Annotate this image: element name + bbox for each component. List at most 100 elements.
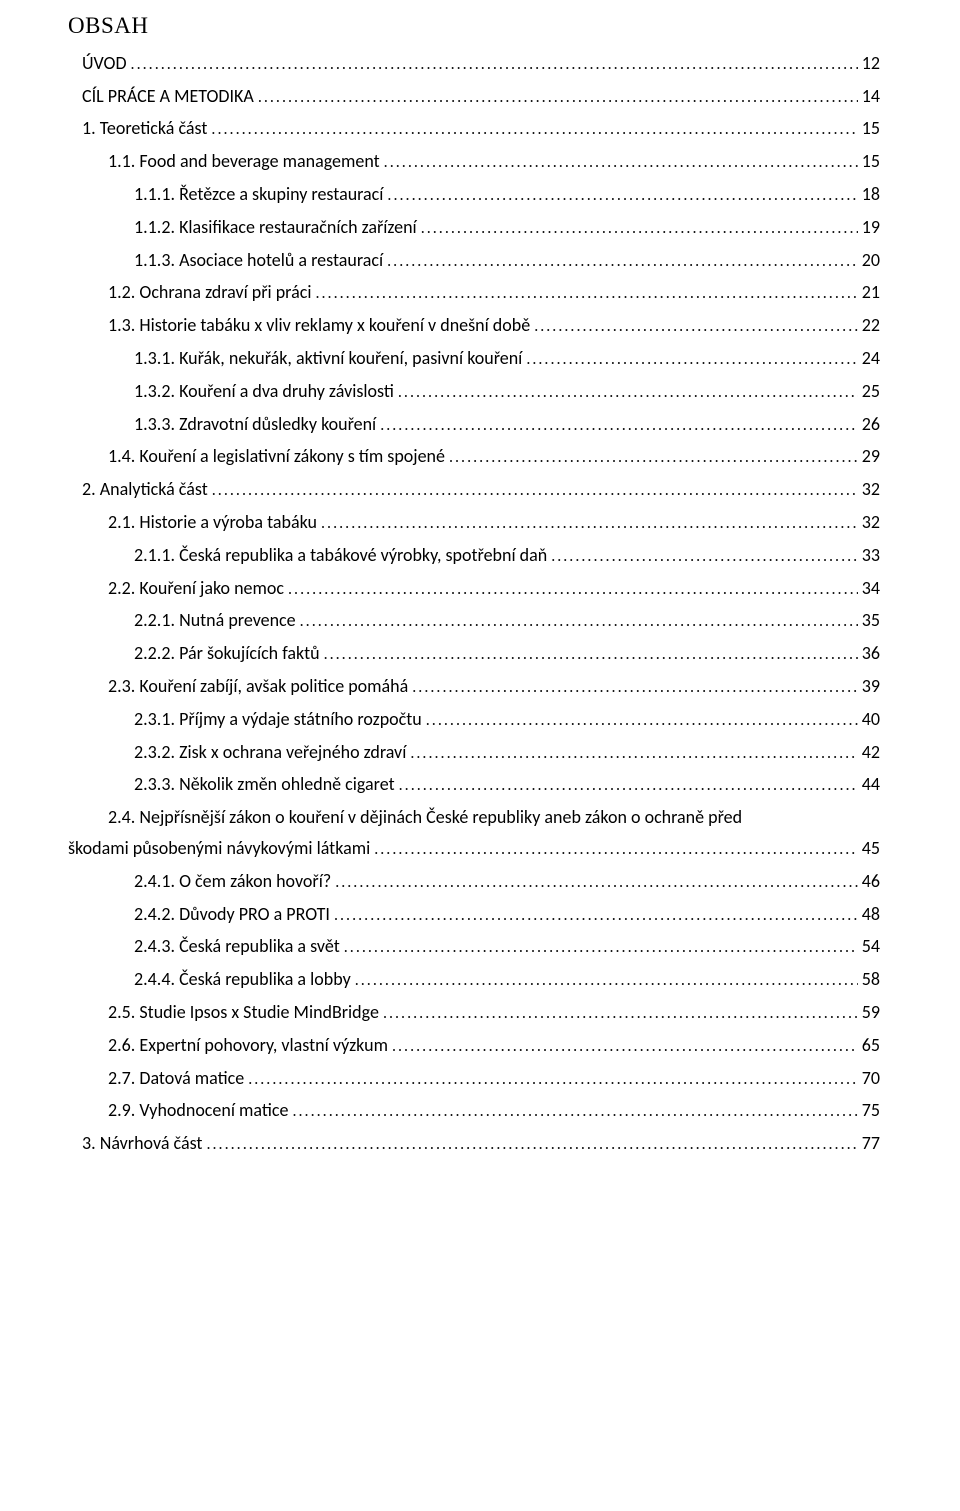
toc-entry-page: 26 <box>862 410 880 439</box>
toc-entry-label: 2.4. Nejpřísnější zákon o kouření v ději… <box>108 803 742 832</box>
toc-entry: 2.4.4. Česká republika a lobby 58 <box>68 965 880 994</box>
toc-leader-dots <box>383 998 858 1027</box>
toc-entry-label: 2.4.2. Důvody PRO a PROTI <box>134 900 330 929</box>
toc-entry-page: 12 <box>862 49 880 78</box>
toc-entry: 1.1.2. Klasifikace restauračních zařízen… <box>68 213 880 242</box>
toc-entry-label: 1.3.2. Kouření a dva druhy závislosti <box>134 377 394 406</box>
toc-list: ÚVOD 12 CÍL PRÁCE A METODIKA 14 1. Teoretick… <box>68 49 880 1158</box>
toc-leader-dots <box>315 278 857 307</box>
toc-leader-dots <box>421 213 858 242</box>
toc-entry-label: 2.7. Datová matice <box>108 1064 244 1093</box>
toc-entry-label: CÍL PRÁCE A METODIKA <box>82 82 254 111</box>
toc-leader-dots <box>449 442 858 471</box>
toc-leader-dots <box>551 541 858 570</box>
toc-entry: 2.4. Nejpřísnější zákon o kouření v ději… <box>68 803 880 832</box>
toc-entry-page: 18 <box>862 180 880 209</box>
toc-entry: 2.3.2. Zisk x ochrana veřejného zdraví 42 <box>68 738 880 767</box>
toc-leader-dots <box>380 410 858 439</box>
toc-entry: 2.4.2. Důvody PRO a PROTI48 <box>68 900 880 929</box>
toc-leader-dots <box>324 639 858 668</box>
toc-leader-dots <box>206 1129 857 1158</box>
toc-leader-dots <box>292 1096 857 1125</box>
toc-leader-dots <box>131 49 858 78</box>
toc-entry-page: 33 <box>862 541 880 570</box>
toc-entry-page: 40 <box>862 705 880 734</box>
toc-leader-dots <box>335 867 858 896</box>
toc-entry: 2.1.1. Česká republika a tabákové výrobk… <box>68 541 880 570</box>
toc-leader-dots <box>212 475 858 504</box>
toc-entry: CÍL PRÁCE A METODIKA 14 <box>68 82 880 111</box>
toc-entry-label: 2.1. Historie a výroba tabáku <box>108 508 317 537</box>
toc-entry: 2.2.1. Nutná prevence35 <box>68 606 880 635</box>
toc-entry: 1.4. Kouření a legislativní zákony s tím… <box>68 442 880 471</box>
toc-leader-dots <box>534 311 858 340</box>
toc-entry-page: 59 <box>862 998 880 1027</box>
toc-entry: 1.3.3. Zdravotní důsledky kouření 26 <box>68 410 880 439</box>
toc-entry: 1.1. Food and beverage management15 <box>68 147 880 176</box>
toc-entry-page: 19 <box>862 213 880 242</box>
toc-entry: 1.1.3. Asociace hotelů a restaurací20 <box>68 246 880 275</box>
toc-leader-dots <box>526 344 857 373</box>
toc-entry-label: 2.4.3. Česká republika a svět <box>134 932 340 961</box>
toc-entry-page: 77 <box>862 1129 880 1158</box>
toc-entry-page: 45 <box>862 834 880 863</box>
toc-entry-page: 39 <box>862 672 880 701</box>
toc-entry-label: 1.2. Ochrana zdraví při práci <box>108 278 311 307</box>
toc-entry: 1.3.2. Kouření a dva druhy závislosti25 <box>68 377 880 406</box>
toc-entry-label: 1.1.2. Klasifikace restauračních zařízen… <box>134 213 417 242</box>
toc-leader-dots <box>387 180 857 209</box>
toc-entry: 2.5. Studie Ipsos x Studie MindBridge 59 <box>68 998 880 1027</box>
toc-entry-page: 29 <box>862 442 880 471</box>
toc-entry-label: 2.4.1. O čem zákon hovoří? <box>134 867 331 896</box>
toc-entry-label: 1.3. Historie tabáku x vliv reklamy x ko… <box>108 311 530 340</box>
toc-entry-label: 2.3.3. Několik změn ohledně cigaret <box>134 770 395 799</box>
toc-entry: 1.3. Historie tabáku x vliv reklamy x ko… <box>68 311 880 340</box>
toc-entry-page: 22 <box>862 311 880 340</box>
toc-leader-dots <box>211 114 857 143</box>
toc-entry-label: 2.5. Studie Ipsos x Studie MindBridge <box>108 998 379 1027</box>
toc-entry-label: 2. Analytická část <box>82 475 208 504</box>
toc-entry-label: ÚVOD <box>82 49 127 78</box>
toc-entry: ÚVOD 12 <box>68 49 880 78</box>
toc-entry: 2.2. Kouření jako nemoc34 <box>68 574 880 603</box>
toc-entry-label: 1.1.3. Asociace hotelů a restaurací <box>134 246 383 275</box>
toc-leader-dots <box>392 1031 858 1060</box>
toc-entry-page: 58 <box>862 965 880 994</box>
toc-entry-page: 46 <box>862 867 880 896</box>
toc-entry-label: 2.4.4. Česká republika a lobby <box>134 965 351 994</box>
toc-entry-label: 2.1.1. Česká republika a tabákové výrobk… <box>134 541 547 570</box>
toc-entry: 1. Teoretická část15 <box>68 114 880 143</box>
toc-entry: 3. Návrhová část77 <box>68 1129 880 1158</box>
toc-entry-label: 2.3.1. Příjmy a výdaje státního rozpočtu <box>134 705 422 734</box>
toc-entry-label: 2.2.2. Pár šokujících faktů <box>134 639 320 668</box>
toc-entry-label: 1.3.3. Zdravotní důsledky kouření <box>134 410 376 439</box>
toc-entry-label: 2.2. Kouření jako nemoc <box>108 574 284 603</box>
toc-entry: 2.3. Kouření zabíjí, avšak politice pomá… <box>68 672 880 701</box>
toc-title: OBSAH <box>68 8 880 45</box>
toc-entry: 1.3.1. Kuřák, nekuřák, aktivní kouření, … <box>68 344 880 373</box>
toc-entry-page: 42 <box>862 738 880 767</box>
toc-leader-dots <box>344 932 858 961</box>
toc-entry-label: 1.1. Food and beverage management <box>108 147 380 176</box>
toc-entry-page: 32 <box>862 475 880 504</box>
toc-leader-dots <box>387 246 858 275</box>
toc-entry: 2.2.2. Pár šokujících faktů36 <box>68 639 880 668</box>
toc-leader-dots <box>288 574 858 603</box>
toc-leader-dots <box>384 147 858 176</box>
toc-leader-dots <box>374 834 858 863</box>
toc-entry: 1.1.1. Řetězce a skupiny restaurací18 <box>68 180 880 209</box>
toc-leader-dots <box>334 900 858 929</box>
toc-entry: 1.2. Ochrana zdraví při práci21 <box>68 278 880 307</box>
toc-entry: 2.7. Datová matice70 <box>68 1064 880 1093</box>
toc-entry: 2.6. Expertní pohovory, vlastní výzkum65 <box>68 1031 880 1060</box>
toc-entry-page: 75 <box>862 1096 880 1125</box>
toc-leader-dots <box>300 606 858 635</box>
toc-entry: 2.4.1. O čem zákon hovoří? 46 <box>68 867 880 896</box>
toc-entry-page: 14 <box>862 82 880 111</box>
toc-entry-page: 35 <box>862 606 880 635</box>
toc-entry-page: 54 <box>862 932 880 961</box>
toc-entry-label: 1.4. Kouření a legislativní zákony s tím… <box>108 442 445 471</box>
toc-entry-page: 44 <box>862 770 880 799</box>
toc-entry-label: 2.3.2. Zisk x ochrana veřejného zdraví <box>134 738 406 767</box>
toc-entry-page: 15 <box>862 114 880 143</box>
